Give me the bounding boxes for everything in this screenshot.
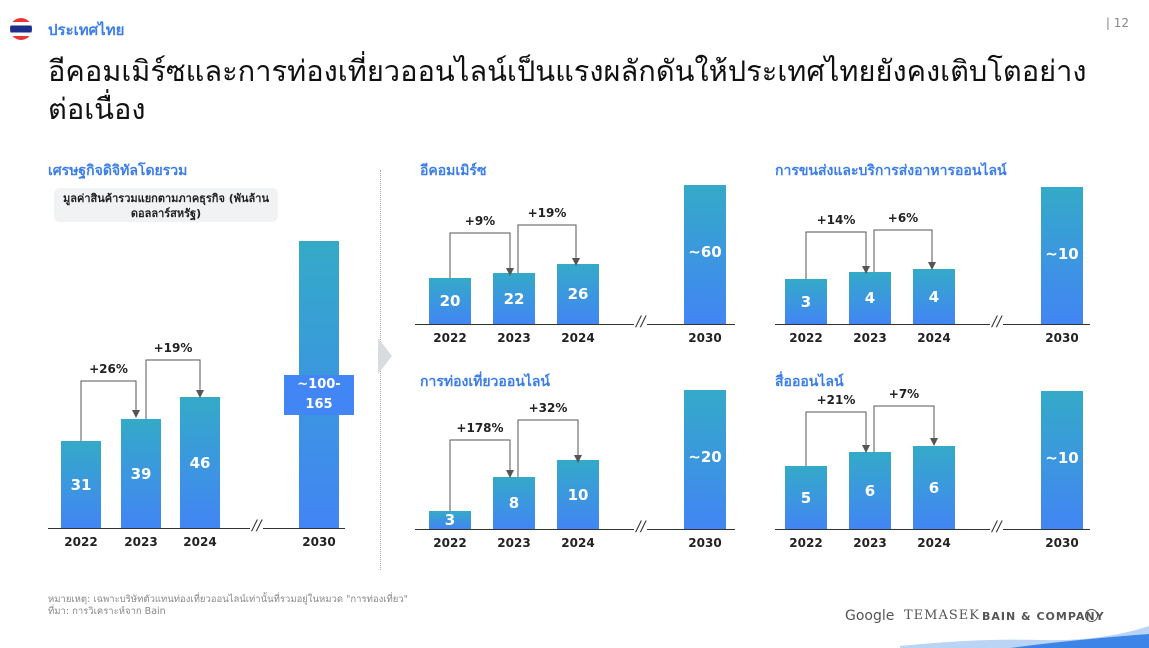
growth-label: +19%	[153, 341, 193, 355]
bar-value-label: 3	[800, 292, 812, 311]
bar-2022	[61, 441, 101, 528]
page-number: | 12	[1105, 16, 1129, 30]
panel-title-food: การขนส่งและบริการส่งอาหารออนไลน์	[775, 163, 1007, 179]
bar-2024	[557, 264, 599, 324]
bar-2030	[684, 390, 726, 529]
bar-value-label: 31	[70, 475, 92, 494]
year-label: 2023	[124, 535, 158, 549]
bar-value-label: ~100-165	[284, 375, 354, 415]
bar-2023	[849, 272, 891, 324]
bar-value-label: ~60	[688, 243, 722, 262]
bain-logo: BAIN & COMPANY	[982, 610, 1105, 623]
growth-label: +6%	[887, 211, 919, 225]
year-label: 2024	[917, 536, 951, 550]
bar-value-label: 22	[503, 289, 525, 308]
panel-title-media: สื่อออนไลน์	[775, 374, 844, 390]
bar-2024	[913, 269, 955, 324]
chevron-right-icon	[378, 338, 392, 374]
baseline	[775, 529, 1090, 530]
growth-label: +7%	[888, 387, 920, 401]
bar-value-label: 26	[567, 285, 589, 303]
baseline	[48, 528, 345, 529]
baseline	[415, 324, 735, 325]
year-label: 2030	[688, 536, 722, 550]
baseline	[775, 324, 1090, 325]
baseline	[415, 529, 735, 530]
skyline-decoration	[900, 626, 1149, 648]
growth-label: +178%	[456, 421, 504, 435]
year-label: 2023	[497, 536, 531, 550]
bain-clock-icon	[1085, 609, 1098, 622]
temasek-logo: TEMASEK	[904, 608, 980, 623]
bar-2030	[684, 185, 726, 324]
year-label: 2030	[302, 535, 336, 549]
growth-label: +21%	[816, 393, 856, 407]
bar-value-label: 8	[508, 494, 520, 512]
axis-break-icon: //	[250, 518, 264, 534]
unit-box: มูลค่าสินค้ารวมแยกตามภาคธุรกิจ (พันล้านด…	[54, 188, 278, 222]
footnote-source: ที่มา: การวิเคราะห์จาก Bain	[48, 606, 166, 617]
bar-2023	[493, 273, 535, 324]
year-label: 2022	[433, 536, 467, 550]
year-label: 2024	[561, 331, 595, 345]
bar-2030	[1041, 187, 1083, 324]
growth-label: +19%	[527, 206, 567, 220]
year-label: 2022	[789, 331, 823, 345]
bar-value-label: 3	[444, 511, 456, 529]
year-label: 2030	[1045, 331, 1079, 345]
bar-value-label: 46	[189, 453, 211, 472]
growth-label: +9%	[464, 214, 496, 228]
google-logo: Google	[845, 608, 895, 624]
bar-value-label: 4	[864, 289, 876, 307]
thailand-flag-icon	[10, 18, 32, 40]
axis-break-icon: //	[990, 519, 1004, 535]
arrowhead-icon	[132, 410, 140, 418]
year-label: 2022	[789, 536, 823, 550]
panel-title-ecommerce: อีคอมเมิร์ซ	[420, 163, 487, 179]
arrowhead-icon	[930, 438, 938, 446]
axis-break-icon: //	[634, 519, 648, 535]
bar-value-label: 39	[130, 464, 152, 483]
year-label: 2024	[561, 536, 595, 550]
bar-2030	[1041, 391, 1083, 529]
year-label: 2022	[64, 535, 98, 549]
year-label: 2030	[1045, 536, 1079, 550]
year-label: 2023	[497, 331, 531, 345]
growth-label: +32%	[528, 401, 568, 415]
bar-value-label: 6	[928, 478, 940, 497]
axis-break-icon: //	[990, 314, 1004, 330]
bar-value-label: 10	[567, 485, 589, 504]
panel-title-travel: การท่องเที่ยวออนไลน์	[420, 374, 550, 390]
bar-2022	[429, 511, 471, 529]
axis-break-icon: //	[634, 314, 648, 330]
bar-value-label: ~10	[1045, 244, 1079, 263]
footnote: หมายเหตุ: เฉพาะบริษัทตัวแทนท่องเที่ยวออน…	[48, 594, 408, 618]
year-label: 2024	[917, 331, 951, 345]
growth-label: +14%	[816, 213, 856, 227]
bar-value-label: 6	[864, 481, 876, 500]
year-label: 2030	[688, 331, 722, 345]
bar-2022	[429, 278, 471, 324]
panel-title-overall: เศรษฐกิจดิจิทัลโดยรวม	[48, 163, 188, 179]
footnote-note: หมายเหตุ: เฉพาะบริษัทตัวแทนท่องเที่ยวออน…	[48, 594, 408, 605]
bar-value-label: ~10	[1045, 448, 1079, 467]
year-label: 2022	[433, 331, 467, 345]
bar-value-label: ~20	[688, 448, 722, 467]
bar-value-label: 5	[800, 488, 812, 507]
year-label: 2023	[853, 536, 887, 550]
bar-2022	[785, 279, 827, 324]
growth-arrow	[449, 232, 511, 278]
bar-2022	[785, 466, 827, 529]
country-label: ประเทศไทย	[48, 21, 125, 39]
growth-label: +26%	[89, 362, 128, 376]
growth-arrow	[873, 229, 933, 272]
year-label: 2023	[853, 331, 887, 345]
bar-2024	[913, 446, 955, 529]
bar-value-label: 4	[928, 287, 940, 306]
year-label: 2024	[183, 535, 217, 549]
bar-value-label: 20	[439, 292, 461, 310]
page-title: อีคอมเมิร์ซและการท่องเที่ยวออนไลน์เป็นแร…	[48, 54, 1087, 126]
